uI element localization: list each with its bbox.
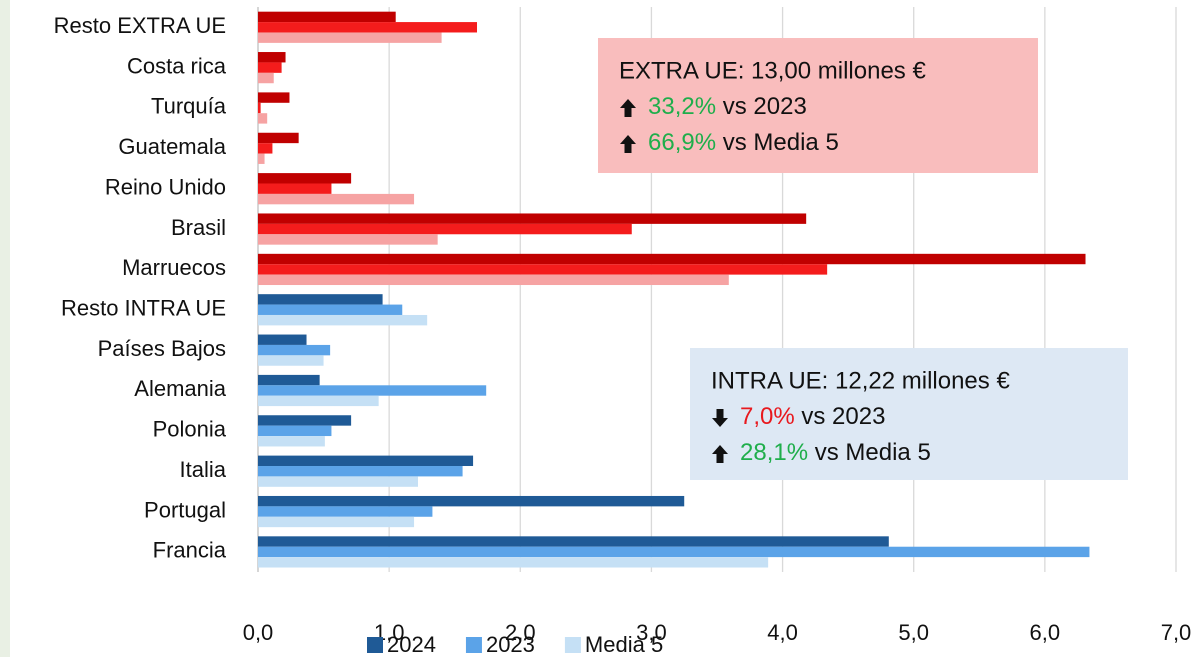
bar (258, 466, 463, 477)
bar (258, 173, 352, 184)
bar (258, 153, 265, 164)
annotation-text: vs Media 5 (815, 439, 931, 466)
y-tick-label: Países Bajos (98, 336, 226, 361)
bar (258, 425, 332, 437)
bar (258, 113, 268, 124)
bar (258, 264, 828, 275)
bar (258, 415, 352, 426)
annotation-text: vs 2023 (801, 403, 885, 430)
bar (258, 516, 415, 528)
bar (258, 223, 632, 235)
annotation-line: 28,1% vs Media 5 (740, 439, 931, 466)
annotation-line: 7,0% vs 2023 (740, 403, 885, 430)
y-tick-label: Brasil (171, 215, 226, 240)
bar (258, 374, 320, 386)
bar (258, 436, 325, 447)
bar (258, 495, 685, 507)
x-tick-label: 3,0 (636, 620, 667, 645)
bar (258, 476, 418, 487)
y-tick-label: Turquía (151, 94, 227, 119)
bar (258, 334, 307, 345)
annotation-title: INTRA UE: 12,22 millones € (711, 367, 1010, 394)
y-tick-label: Reino Unido (105, 174, 226, 199)
y-tick-label: Marruecos (122, 255, 226, 280)
legend-label: 2023 (486, 632, 535, 657)
y-tick-label: Guatemala (118, 134, 226, 159)
legend-swatch (465, 637, 482, 653)
bar (258, 234, 438, 245)
x-tick-label: 7,0 (1161, 620, 1192, 645)
bar (258, 395, 379, 407)
annotation-line: 33,2% vs 2023 (648, 93, 807, 120)
side-strip (0, 0, 10, 657)
bar (258, 102, 261, 114)
bar (258, 52, 286, 63)
trend-arrow (620, 135, 636, 153)
legend-swatch (564, 637, 581, 653)
y-tick-label: Costa rica (127, 53, 227, 78)
trend-arrow (712, 409, 728, 427)
annotation-value: 66,9% (648, 129, 716, 156)
bar (258, 294, 383, 305)
bar (258, 385, 487, 396)
x-tick-label: 6,0 (1030, 620, 1061, 645)
annotation-title: EXTRA UE: 13,00 millones € (619, 57, 926, 84)
legend-label: 2024 (387, 632, 436, 657)
bar (258, 143, 273, 154)
annotation-value: 28,1% (740, 439, 808, 466)
bar (258, 344, 331, 356)
annotation-box (598, 38, 1038, 173)
y-tick-label: Resto EXTRA UE (54, 13, 226, 38)
bar (258, 536, 889, 547)
x-tick-label: 0,0 (243, 620, 274, 645)
legend-swatch (367, 637, 383, 653)
legend-label: Media 5 (585, 632, 663, 657)
bar (258, 183, 332, 194)
bar (258, 32, 442, 43)
bar (258, 506, 433, 517)
y-tick-label: Resto INTRA UE (61, 295, 226, 320)
bar (258, 11, 396, 23)
bar (258, 546, 1090, 558)
annotation-line: 66,9% vs Media 5 (648, 129, 839, 156)
x-tick-label: 4,0 (767, 620, 798, 645)
bar (258, 355, 324, 366)
annotation-text: vs 2023 (723, 93, 807, 120)
bar (258, 213, 807, 224)
annotation-text: vs Media 5 (723, 129, 839, 156)
annotation-box (690, 348, 1128, 480)
trend-arrow (620, 99, 636, 117)
annotation-value: 7,0% (740, 403, 795, 430)
annotation-value: 33,2% (648, 93, 716, 120)
bar (258, 274, 729, 286)
trend-arrow (712, 445, 728, 463)
bar (258, 132, 299, 144)
bar (258, 72, 274, 84)
bar (258, 314, 428, 326)
bar (258, 92, 290, 103)
bar (258, 62, 282, 73)
bar (258, 193, 415, 205)
y-tick-label: Portugal (144, 497, 226, 522)
x-tick-label: 2,0 (505, 620, 536, 645)
y-tick-label: Francia (153, 538, 227, 563)
y-tick-label: Italia (180, 457, 227, 482)
bar (258, 22, 478, 33)
bar (258, 557, 769, 568)
y-tick-label: Polonia (153, 417, 227, 442)
x-tick-label: 5,0 (898, 620, 929, 645)
y-tick-label: Alemania (134, 376, 226, 401)
bar (258, 253, 1086, 265)
bar (258, 455, 474, 467)
bar (258, 304, 403, 315)
